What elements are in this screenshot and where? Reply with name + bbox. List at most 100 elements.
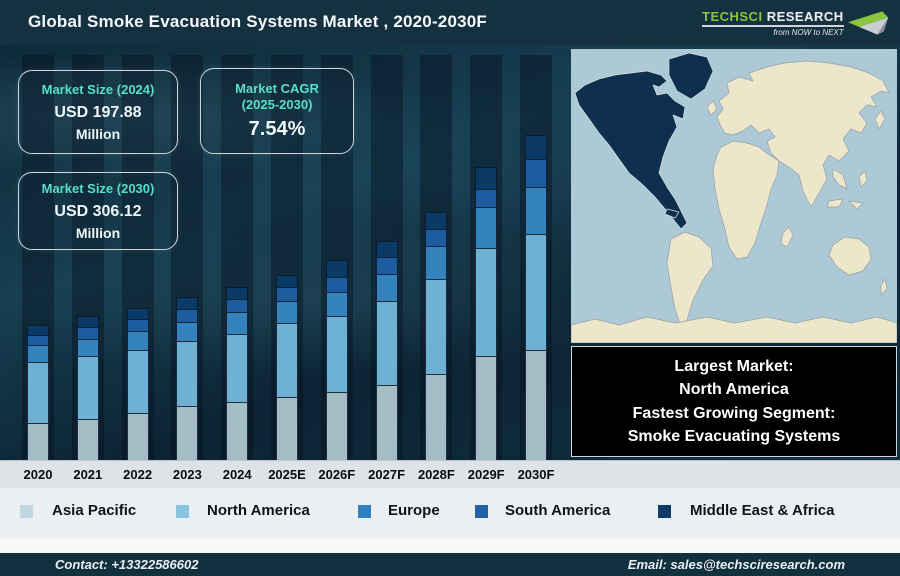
footer-contact: Contact: +13322586602 [55,557,199,572]
axis-label-2030F: 2030F [517,467,555,482]
stacked-bar-2030F [525,135,547,460]
bar-segment-asia-pacific [226,402,249,460]
bar-segment-south-america [27,335,49,345]
bar-segment-europe [475,207,498,248]
bar-segment-north-america [425,279,448,374]
footer-email: Email: sales@techsciresearch.com [627,557,845,572]
axis-label-2026F: 2026F [318,467,356,482]
logo-arrow-icon [847,11,888,35]
bar-segment-middle-east-africa [525,135,547,159]
bar-segment-north-america [276,323,298,397]
axis-label-2027F: 2027F [368,467,406,482]
bar-segment-north-america [126,350,149,413]
chart-area: Market Size (2024) USD 197.88 Million Ma… [0,45,900,460]
stat-value: 7.54% [248,118,306,141]
legend-swatch-south-america [475,505,488,518]
world-map [570,49,898,344]
bar-segment-middle-east-africa [27,325,49,335]
legend-label-south-america: South America [505,502,611,519]
bar-segment-north-america [27,362,49,423]
stacked-bar-2025E [276,275,298,460]
bar-segment-asia-pacific [425,374,448,460]
callout-line: Smoke Evacuating Systems [627,427,841,445]
bar-segment-middle-east-africa [425,212,448,229]
bar-segment-asia-pacific [176,406,199,460]
bar-segment-middle-east-africa [126,308,149,319]
bar-segment-europe [27,345,49,362]
bar-segment-north-america [176,341,199,406]
legend: Asia Pacific North America Europe South Ame… [0,488,900,538]
stat-value: USD 306.12 [54,202,142,220]
stacked-bar-2024 [226,287,249,460]
legend-swatch-middle-east-africa [658,505,671,518]
legend-label-europe: Europe [388,502,440,519]
callout-line: Fastest Growing Segment: [632,404,836,422]
legend-swatch-north-america [176,505,189,518]
bar-segment-middle-east-africa [375,241,398,257]
bar-segment-south-america [226,299,249,312]
stat-label: Market Size (2024) [41,82,155,98]
stat-unit: Million [75,125,121,142]
legend-swatch-europe [358,505,371,518]
bar-segment-north-america [475,248,498,356]
bar-segment-south-america [325,277,348,292]
bar-segment-asia-pacific [375,385,398,460]
stacked-bar-2020 [27,325,49,460]
bar-segment-north-america [325,316,348,392]
bar-segment-middle-east-africa [475,167,498,189]
stacked-bar-2029F [475,167,498,460]
bar-segment-south-america [76,327,99,339]
legend-label-middle-east-africa: Middle East & Africa [690,502,835,519]
bar-segment-middle-east-africa [76,316,99,327]
bar-segment-north-america [525,234,547,350]
stacked-bar-2027F [375,241,398,460]
stat-label: Market Size (2030) [41,181,155,197]
bar-segment-south-america [425,229,448,246]
header-bar: Global Smoke Evacuation Systems Market ,… [0,0,900,45]
bar-segment-north-america [226,334,249,402]
bar-segment-north-america [375,301,398,385]
bar-segment-south-america [126,319,149,331]
bar-segment-asia-pacific [525,350,547,460]
stat-unit: Million [75,224,121,241]
bar-segment-asia-pacific [126,413,149,460]
stat-label-2: (2025-2030) [241,97,313,112]
world-map-svg [570,49,898,344]
stacked-bar-2021 [76,316,99,460]
axis-label-2025E: 2025E [268,467,306,482]
bar-segment-south-america [525,159,547,187]
techsci-logo: TechSci Research from NOW to NEXT [702,3,888,43]
stacked-bar-2023 [176,297,199,460]
bar-segment-europe [76,339,99,356]
axis-label-2022: 2022 [123,467,153,482]
logo-brand: TechSci Research [702,10,844,27]
bar-segment-europe [525,187,547,234]
bar-segment-middle-east-africa [276,275,298,287]
bar-segment-middle-east-africa [176,297,199,309]
bar-segment-europe [126,331,149,350]
logo-text: TechSci Research from NOW to NEXT [702,10,844,37]
stat-box-market-size-2024: Market Size (2024) USD 197.88 Million [18,70,178,154]
bar-segment-south-america [276,287,298,301]
bar-segment-south-america [375,257,398,274]
callout-box: Largest Market: North America Fastest Gr… [571,346,897,457]
logo-brand-secondary: Research [766,8,844,24]
legend-label-north-america: North America [207,502,310,519]
stat-label: Market CAGR [235,80,319,96]
legend-label-asia-pacific: Asia Pacific [52,502,137,519]
stacked-bar-2028F [425,212,448,460]
bar-segment-asia-pacific [325,392,348,460]
map-highlight-north-america [574,52,714,230]
axis-label-2021: 2021 [73,467,103,482]
axis-label-2020: 2020 [23,467,53,482]
bar-segment-south-america [176,309,199,322]
bar-segment-europe [226,312,249,334]
axis-label-2029F: 2029F [467,467,505,482]
stacked-bar-2026F [325,260,348,460]
bar-segment-asia-pacific [276,397,298,460]
axis-label-2024: 2024 [222,467,252,482]
footer-bar: Contact: +13322586602 Email: sales@techs… [0,553,900,576]
bar-segment-europe [325,292,348,316]
stat-box-market-size-2030: Market Size (2030) USD 306.12 Million [18,172,178,250]
